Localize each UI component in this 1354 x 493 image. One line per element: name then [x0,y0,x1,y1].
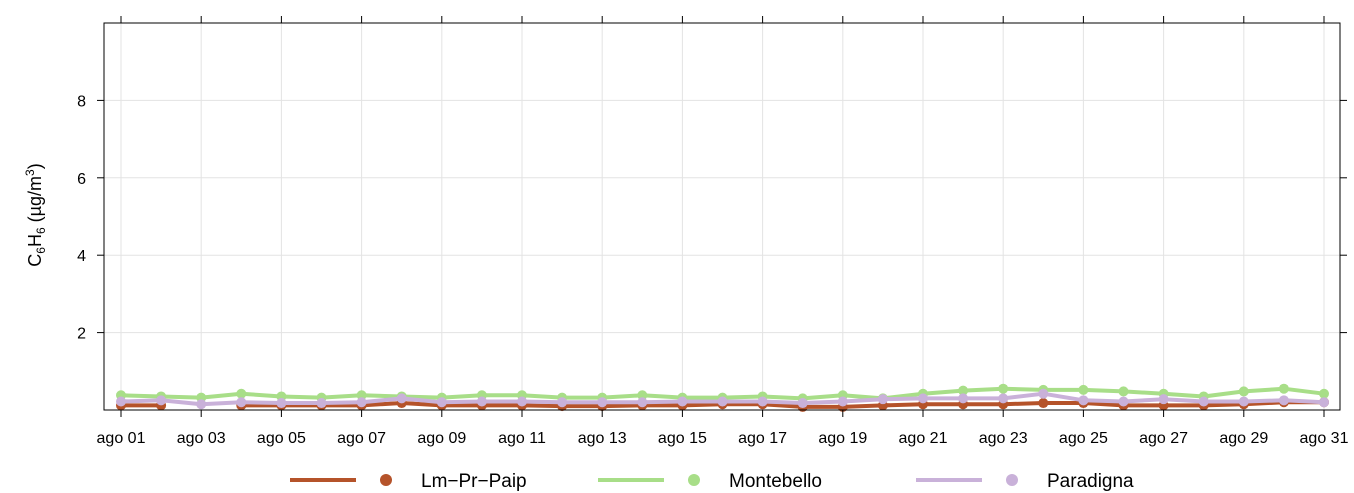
data-point [1118,386,1129,397]
axes: ago 01 ago 03 ago 05 ago 07 ago 09 ago 11 ago … [77,16,1349,447]
data-point [998,393,1009,404]
plot-frame [103,22,1341,411]
x-tick-label: ago 15 [658,430,707,447]
series-lines [116,383,1329,412]
x-tick-label: ago 27 [1139,430,1188,447]
data-point [1118,396,1129,407]
data-point [156,395,167,406]
legend-item: Paradigna [916,471,1134,492]
data-point [797,398,808,409]
grid [104,23,1340,410]
y-axis-label: C6H6 (µg/m3) [23,163,48,266]
data-point [517,396,527,407]
legend-item: Montebello [598,471,822,492]
data-point [436,397,447,408]
y-axis-label-unit: (µg/m [25,176,45,227]
x-tick-label: ago 23 [979,430,1028,447]
y-tick-label: 8 [77,93,86,110]
data-point [396,393,407,404]
data-point [276,398,287,409]
legend-point-swatch [1006,474,1018,486]
data-point [918,393,928,404]
y-axis-label-h: H [25,234,45,247]
x-tick-label: ago 07 [337,430,386,447]
data-point [717,396,728,407]
data-point [958,393,969,404]
legend-point-swatch [688,474,700,486]
series-line [239,400,1326,409]
data-point [1319,388,1329,399]
x-tick-label: ago 17 [738,430,787,447]
data-point [1198,396,1209,407]
x-tick-label: ago 05 [257,430,306,447]
data-point [637,397,648,408]
y-tick-label: 2 [77,326,86,343]
data-point [877,394,888,405]
y-tick-label: 4 [77,248,86,265]
data-point [1238,386,1249,397]
legend-label: Montebello [729,471,822,492]
data-point [196,399,207,410]
legend-item: Lm−Pr−Paip [290,471,527,492]
legend-point-swatch [380,474,392,486]
data-point [1158,394,1169,405]
data-point [1238,396,1249,407]
data-point [597,397,608,408]
y-tick-label: 6 [77,171,86,188]
data-point [236,397,247,408]
x-tick-label: ago 31 [1300,430,1349,447]
series-paradigna [116,388,1329,410]
x-tick-label: ago 29 [1219,430,1268,447]
data-point [1278,383,1289,394]
data-point [116,396,126,407]
legend-label: Paradigna [1047,471,1134,492]
x-tick-label: ago 19 [818,430,867,447]
data-point [316,398,327,409]
x-tick-label: ago 21 [899,430,948,447]
y-axis-label-c: C [25,254,45,267]
data-point [1038,388,1049,399]
legend: Lm−Pr−Paip Montebello Paradigna [290,471,1134,492]
data-point [1319,397,1329,408]
data-point [236,388,247,399]
y-axis-label-sub2: 6 [34,227,48,234]
data-point [1278,395,1289,406]
data-point [476,396,487,407]
data-point [958,385,969,396]
y-axis-label-sub1: 6 [34,247,48,254]
data-point [757,396,768,407]
legend-label: Lm−Pr−Paip [421,471,527,492]
data-point [837,396,848,407]
data-point [637,390,648,401]
x-tick-label: ago 01 [97,430,146,447]
data-point [677,396,688,407]
x-tick-label: ago 13 [578,430,627,447]
data-point [1078,384,1089,395]
data-point [998,383,1009,394]
y-axis-label-sup: 3 [23,169,37,176]
x-tick-label: ago 11 [498,430,546,447]
x-tick-label: ago 25 [1059,430,1108,447]
data-point [1078,395,1089,406]
data-point [557,397,568,408]
data-point [356,397,367,408]
x-tick-label: ago 03 [177,430,226,447]
data-point [1038,398,1049,409]
y-axis-label-close: ) [25,163,45,169]
x-tick-label: ago 09 [417,430,466,447]
data-point [356,390,367,401]
